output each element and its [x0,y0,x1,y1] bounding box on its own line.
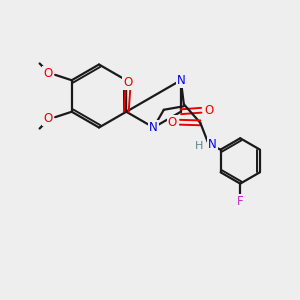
Text: F: F [237,195,244,208]
Text: O: O [168,116,177,129]
Text: O: O [44,67,52,80]
Text: N: N [176,74,185,87]
Text: N: N [208,138,217,151]
Text: O: O [204,104,214,117]
Text: O: O [44,112,52,125]
Text: H: H [195,141,203,151]
Text: O: O [123,76,132,89]
Text: N: N [149,121,158,134]
